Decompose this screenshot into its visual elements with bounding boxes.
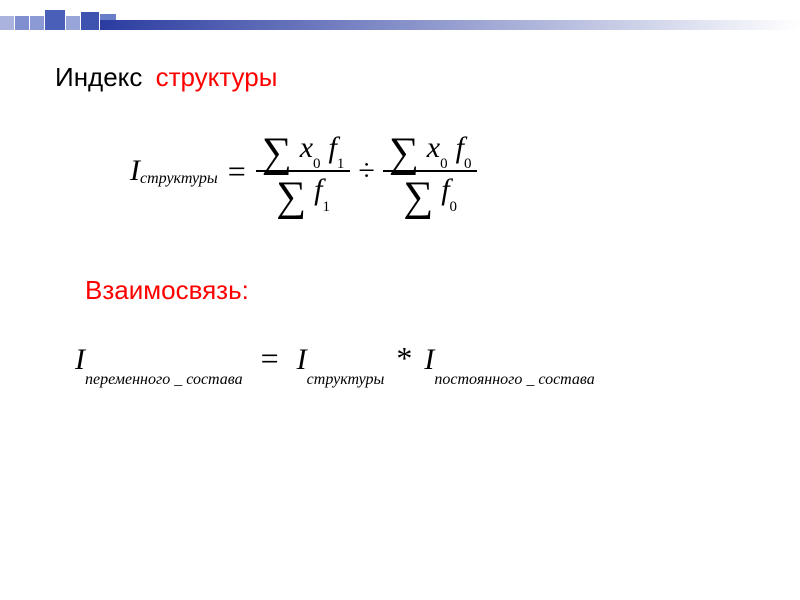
sigma-icon: ∑ [389, 137, 419, 171]
sub3: постоянного _ состава [434, 371, 594, 388]
var-f: f [329, 131, 337, 164]
sub-f0: 0 [450, 199, 458, 215]
fraction-2: ∑ x0 f0 ∑ f0 [383, 130, 478, 213]
var-x: x [427, 131, 440, 164]
sub2: структуры [307, 371, 385, 388]
sub-f1: 1 [337, 156, 345, 172]
frac2-denominator: ∑ f0 [397, 172, 463, 212]
I1: I [75, 343, 85, 376]
sub-x0: 0 [313, 156, 321, 172]
var-f: f [441, 173, 449, 206]
decor-gradient-strip [100, 20, 800, 30]
frac1-numerator: ∑ x0 f1 [256, 130, 351, 170]
I2: I [297, 343, 307, 376]
sub-x0: 0 [440, 156, 448, 172]
slide-title: Индекс структуры [55, 62, 277, 93]
decor-square [15, 16, 29, 30]
fraction-1: ∑ x0 f1 ∑ f1 [256, 130, 351, 213]
decor-square [81, 12, 99, 30]
decor-square [45, 10, 65, 30]
var-x: x [300, 131, 313, 164]
frac1-denominator: ∑ f1 [270, 172, 336, 212]
decor-square [66, 16, 80, 30]
formula-structure-index: I структуры = ∑ x0 f1 ∑ f1 ÷ ∑ x0 f0 [130, 130, 477, 213]
multiply-sign: * [396, 340, 412, 376]
sub-f1: 1 [322, 199, 330, 215]
slide-decoration [0, 0, 800, 30]
sigma-icon: ∑ [403, 181, 433, 215]
equals-sign: = [261, 340, 279, 376]
title-word-2: структуры [156, 62, 278, 92]
subtitle-relationship: Взаимосвязь: [85, 275, 249, 306]
I3: I [424, 343, 434, 376]
equals-sign: = [228, 153, 246, 190]
lhs-subscript: структуры [140, 170, 218, 188]
decor-square [0, 16, 14, 30]
sub-f0: 0 [464, 156, 472, 172]
title-word-1: Индекс [55, 62, 142, 92]
frac2-numerator: ∑ x0 f0 [383, 130, 478, 170]
var-f: f [456, 131, 464, 164]
decor-square [30, 16, 44, 30]
division-sign: ÷ [358, 154, 374, 188]
sigma-icon: ∑ [276, 181, 306, 215]
sigma-icon: ∑ [262, 137, 292, 171]
lhs-I: I [130, 154, 140, 188]
sub1: переменного _ состава [85, 371, 243, 388]
formula-relationship: Iпеременного _ состава = Iструктуры * Iп… [75, 340, 595, 381]
